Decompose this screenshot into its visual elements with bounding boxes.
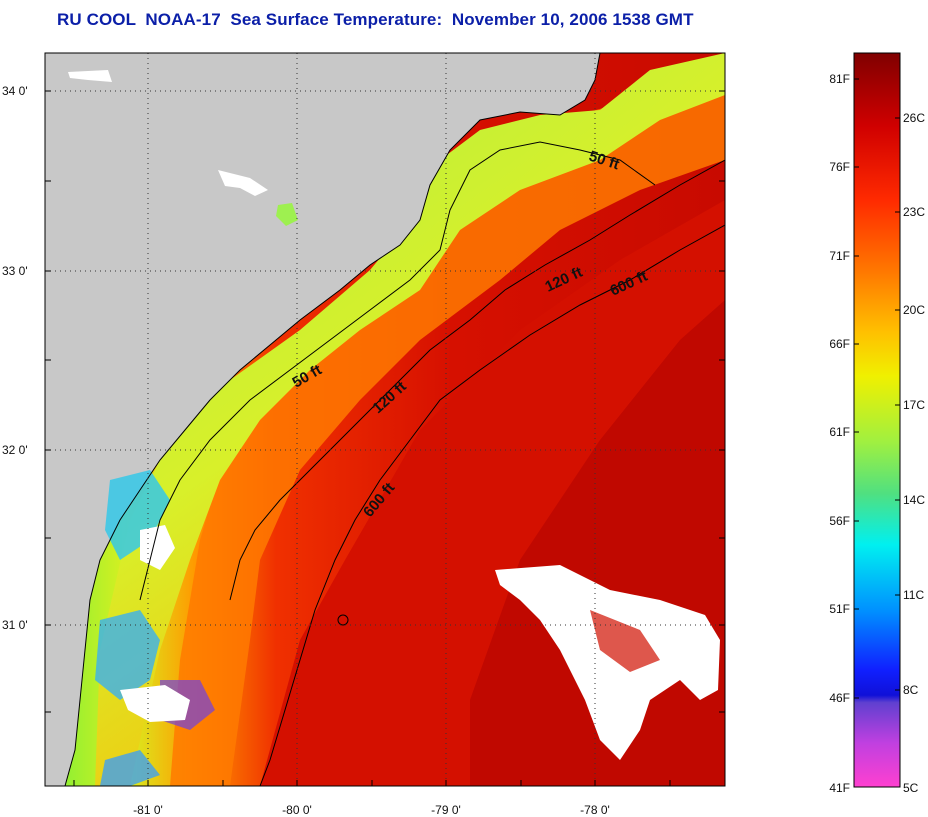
map-frame xyxy=(44,52,726,787)
longitude-label: -80 0' xyxy=(282,803,312,817)
colorbar-f-label: 51F xyxy=(829,602,850,616)
colorbar-c-label: 26C xyxy=(903,111,925,125)
colorbar-c-label: 17C xyxy=(903,398,925,412)
land-area xyxy=(45,53,600,786)
coastline xyxy=(64,53,601,786)
colorbar-ticks xyxy=(854,78,900,699)
longitude-label: -79 0' xyxy=(431,803,461,817)
colorbar-c-label: 5C xyxy=(903,781,919,795)
contour-50ft xyxy=(139,141,656,601)
longitude-label: -78 0' xyxy=(580,803,610,817)
graticule xyxy=(45,53,725,786)
latitude-label: 34 0' xyxy=(2,84,28,98)
axis-ticks xyxy=(45,90,725,786)
coastal-cool-patch xyxy=(100,750,160,786)
inland-lake xyxy=(218,170,268,196)
colorbar xyxy=(853,52,901,788)
cloud-patch xyxy=(120,685,190,722)
latitude-label: 31 0' xyxy=(2,618,28,632)
coastal-cool-patch xyxy=(105,470,170,560)
latitude-label: 33 0' xyxy=(2,264,28,278)
cloud-patch xyxy=(590,610,660,672)
colorbar-f-label: 66F xyxy=(829,337,850,351)
colorbar-c-label: 14C xyxy=(903,493,925,507)
colorbar-f-label: 81F xyxy=(829,72,850,86)
colorbar-c-label: 11C xyxy=(903,588,924,602)
longitude-label: -81 0' xyxy=(133,803,163,817)
colorbar-f-label: 41F xyxy=(829,781,850,795)
colorbar-f-label: 76F xyxy=(829,160,850,174)
colorbar-f-label: 46F xyxy=(829,691,850,705)
map-title: RU COOL NOAA-17 Sea Surface Temperature:… xyxy=(57,10,694,29)
cloud-patch xyxy=(140,525,175,570)
near-shore-region xyxy=(95,53,725,786)
coastal-cool-patch xyxy=(95,610,160,700)
latitude-label: 32 0' xyxy=(2,443,28,457)
contour-120ft xyxy=(229,159,725,601)
inland-lake xyxy=(68,70,112,82)
colorbar-f-label: 61F xyxy=(829,425,850,439)
contour-600ft xyxy=(259,224,725,786)
inland-lake xyxy=(276,203,298,226)
colorbar-f-label: 56F xyxy=(829,514,850,528)
cloud-patch xyxy=(495,565,720,760)
colorbar-f-label: 71F xyxy=(829,249,850,263)
contour-600ft-loop xyxy=(337,614,349,626)
colorbar-c-label: 23C xyxy=(903,205,925,219)
colorbar-c-label: 8C xyxy=(903,683,919,697)
colorbar-c-label: 20C xyxy=(903,303,925,317)
